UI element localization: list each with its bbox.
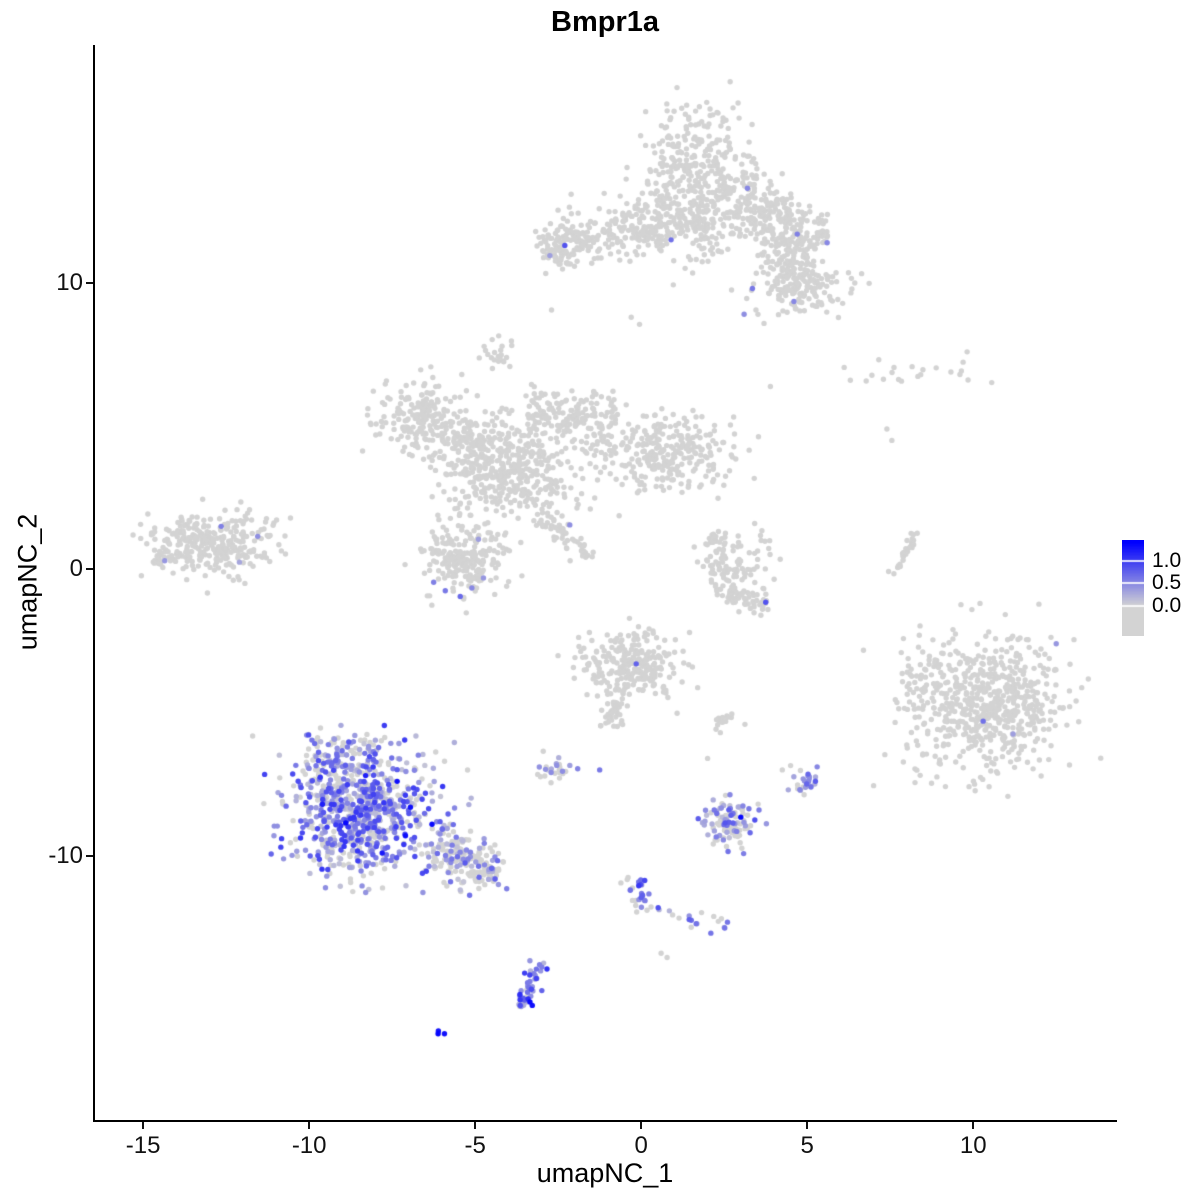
x-tick-label: -15	[125, 1132, 161, 1159]
legend-tick-label: 0.0	[1152, 594, 1182, 618]
x-axis-line	[93, 1120, 1117, 1122]
plot-title: Bmpr1a	[551, 6, 659, 38]
y-tick-label: 0	[69, 555, 83, 583]
x-tick-label: 0	[634, 1132, 648, 1159]
y-axis-tick	[86, 568, 93, 571]
x-axis-tick	[142, 1122, 145, 1129]
x-axis-tick	[474, 1122, 477, 1129]
x-tick-label: -10	[291, 1132, 327, 1159]
x-tick-label: 10	[959, 1132, 987, 1159]
legend-gradient-bar	[1122, 540, 1144, 636]
legend-tick-label: 0.5	[1152, 571, 1182, 595]
x-axis-label: umapNC_1	[536, 1158, 674, 1188]
y-axis-tick	[86, 281, 93, 284]
x-axis-tick	[640, 1122, 643, 1129]
y-axis-tick	[86, 854, 93, 857]
x-axis-tick	[972, 1122, 975, 1129]
x-axis-tick	[308, 1122, 311, 1129]
x-tick-label: 5	[800, 1132, 814, 1159]
umap-scatter-canvas	[95, 45, 1115, 1120]
y-tick-label: -10	[48, 841, 83, 869]
legend-tick-label: 1.0	[1152, 548, 1182, 572]
expression-legend: 1.0 0.5 0.0	[1122, 540, 1198, 636]
y-tick-label: 10	[56, 268, 83, 296]
x-axis-tick	[806, 1122, 809, 1129]
y-axis-label: umapNC_2	[12, 513, 43, 651]
y-axis-line	[93, 45, 95, 1122]
x-tick-label: -5	[464, 1132, 486, 1159]
